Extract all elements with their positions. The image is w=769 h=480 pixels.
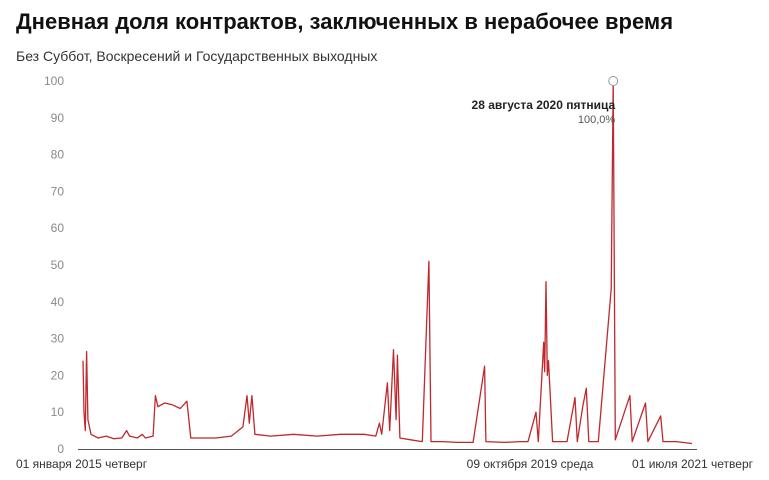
y-tick-label: 70 — [51, 184, 65, 198]
annotation-value: 100,0% — [578, 114, 616, 126]
y-tick-label: 90 — [51, 111, 65, 125]
chart-subtitle: Без Суббот, Воскресений и Государственны… — [16, 48, 378, 64]
chart-title: Дневная доля контрактов, заключенных в н… — [16, 9, 674, 34]
x-tick-label: 01 января 2015 четверг — [16, 457, 148, 471]
x-axis-ticks: 01 января 2015 четверг 09 октября 2019 ср… — [16, 457, 754, 471]
y-tick-label: 20 — [51, 368, 65, 382]
y-tick-label: 50 — [51, 258, 65, 272]
y-axis-ticks: 0 10 20 30 40 50 60 70 80 90 100 — [44, 74, 64, 456]
y-tick-label: 80 — [51, 148, 65, 162]
x-tick-label: 09 октября 2019 среда — [467, 457, 594, 471]
y-tick-label: 40 — [51, 295, 65, 309]
y-tick-label: 60 — [51, 221, 65, 235]
annotation-marker[interactable] — [608, 76, 619, 86]
y-tick-label: 100 — [44, 74, 64, 88]
series-line[interactable] — [82, 80, 693, 445]
annotation-label: 28 августа 2020 пятница — [472, 98, 616, 112]
y-tick-label: 30 — [51, 332, 65, 346]
y-tick-label: 0 — [57, 442, 64, 456]
y-tick-label: 10 — [51, 405, 65, 419]
x-tick-label: 01 июля 2021 четверг — [632, 457, 754, 471]
